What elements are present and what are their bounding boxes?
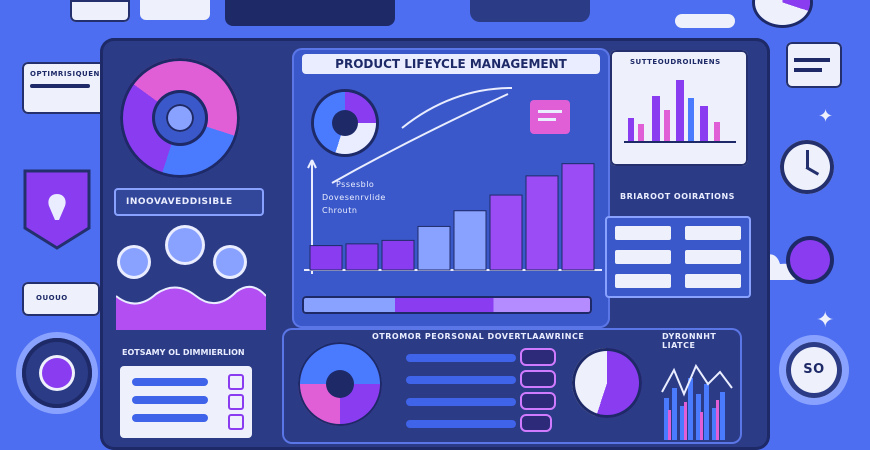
top-toggle — [675, 14, 735, 28]
progress-pie-chart — [572, 348, 642, 418]
left-tag2: OUOUO — [36, 294, 68, 302]
clock-hand — [805, 166, 820, 176]
toggle-pill[interactable] — [520, 414, 552, 432]
left-tag-line — [30, 84, 90, 88]
chart-bar — [489, 194, 523, 271]
gear-row — [120, 226, 270, 286]
table-row — [685, 226, 741, 240]
list-bar — [132, 378, 208, 386]
bottom-right-column-chart — [661, 363, 733, 440]
chart-bar — [309, 245, 343, 271]
right-gear — [790, 240, 830, 280]
chat-bubble-icon — [530, 100, 570, 134]
table-row — [615, 274, 671, 288]
chart-bar — [417, 225, 451, 271]
left-wheel-chart — [120, 58, 240, 178]
gear-icon — [22, 338, 92, 408]
table-row — [615, 226, 671, 240]
table-row — [685, 250, 741, 264]
bottom-center-label: OTROMOR PEORSONAL DOVERTLAAWRINCE — [372, 332, 585, 341]
chat-bubble-icon: OUOUO — [22, 282, 100, 316]
left-mid-label-box: INOOVAVEDDISIBLE — [114, 188, 264, 216]
bubble-line — [538, 110, 562, 113]
chart-bar — [453, 210, 487, 271]
bottom-left-list — [120, 366, 252, 438]
table-row — [685, 274, 741, 288]
wheel-center-icon — [166, 104, 194, 132]
list-bar — [132, 414, 208, 422]
bottom-pie-chart — [298, 342, 382, 426]
right-card-title: SUTTEOUDROILNENS — [630, 58, 721, 66]
monitor-icon — [70, 0, 130, 22]
right-card-bars — [624, 80, 736, 143]
left-tag-title: OPTIMRISIQUENE — [30, 70, 106, 78]
shield-icon — [22, 168, 92, 250]
clock-icon — [780, 140, 834, 194]
list-toggle[interactable] — [228, 394, 244, 410]
table-row — [615, 250, 671, 264]
line-annotation-1: Pssesblo — [336, 180, 375, 189]
sparkle-icon: ✦ — [816, 308, 835, 333]
line-annotation-2: Dovesenrvlide — [322, 193, 386, 202]
chart-bar — [561, 163, 595, 271]
main-bar-chart — [309, 163, 595, 271]
bottom-left-title: EOTSAMY OL DIMMIERLION — [122, 348, 245, 357]
chart-bar — [345, 243, 379, 271]
list-toggle[interactable] — [228, 414, 244, 430]
toggle-pill[interactable] — [520, 370, 556, 388]
setting-bar — [406, 398, 516, 406]
top-card — [140, 0, 210, 20]
chart-bar — [381, 239, 415, 271]
bottom-pie-hole — [326, 370, 354, 398]
right-table-title: BRIAROOT OOIRATIONS — [620, 192, 735, 201]
list-toggle[interactable] — [228, 374, 244, 390]
list-bar — [132, 396, 208, 404]
note-line — [794, 68, 822, 72]
wave-area-chart — [116, 285, 266, 330]
sparkle-icon: ✦ — [818, 106, 834, 127]
mini-donut-hole — [332, 110, 358, 136]
badge-icon: SO — [786, 342, 842, 398]
left-tag-card: OPTIMRISIQUENE — [22, 62, 106, 114]
bottom-center-panel: OTROMOR PEORSONAL DOVERTLAAWRINCE DYRONN… — [282, 328, 742, 444]
left-mid-label: INOOVAVEDDISIBLE — [126, 197, 233, 207]
line-annotation-3: Chroutn — [322, 206, 358, 215]
setting-bar — [406, 420, 516, 428]
note-line — [794, 58, 830, 62]
gear-node — [168, 228, 202, 262]
toggle-pill[interactable] — [520, 392, 556, 410]
top-circle-icon — [470, 0, 590, 22]
right-column-card: SUTTEOUDROILNENS — [610, 50, 748, 166]
mini-donut-chart — [314, 92, 376, 154]
gear-node — [120, 248, 148, 276]
bottom-right-title: DYRONNHT LIATCE — [662, 332, 717, 350]
clock-hand — [806, 150, 809, 168]
right-table — [605, 216, 751, 298]
chart-bar — [525, 175, 559, 271]
main-chart-panel: PRODUCT LIFEYCLE MANAGEMENT Pssesblo Dov… — [292, 48, 610, 328]
gear-node — [216, 248, 244, 276]
top-dark-panel — [225, 0, 395, 26]
dashboard: PRODUCT LIFEYCLE MANAGEMENT Pssesblo Dov… — [100, 38, 770, 450]
wheel-hole — [152, 90, 208, 146]
toggle-pill[interactable] — [520, 348, 556, 366]
top-right-pie — [755, 0, 810, 25]
timeline-strip — [302, 296, 592, 314]
right-note-card — [786, 42, 842, 88]
setting-bar — [406, 376, 516, 384]
dashboard-title: PRODUCT LIFEYCLE MANAGEMENT — [302, 54, 600, 74]
setting-bar — [406, 354, 516, 362]
gear-center — [42, 358, 72, 388]
bubble-line — [538, 118, 556, 121]
badge-label: SO — [803, 362, 825, 377]
